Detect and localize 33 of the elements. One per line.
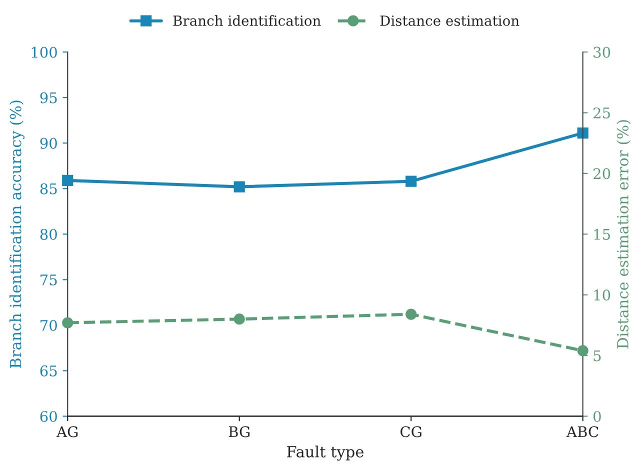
point bbox=[234, 314, 245, 325]
y2-tick-label: 5 bbox=[594, 350, 601, 362]
point bbox=[406, 176, 417, 187]
y-tick-label: 80 bbox=[40, 228, 57, 240]
y-axis-title: Branch identification accuracy (%) bbox=[10, 100, 25, 368]
y2-tick-label: 10 bbox=[594, 290, 610, 301]
y2-tick-label: 30 bbox=[594, 46, 610, 58]
y-tick-label: 95 bbox=[40, 92, 57, 104]
point bbox=[234, 181, 245, 192]
x-tick-label: BG bbox=[228, 426, 250, 438]
y2-tick-label: 25 bbox=[594, 107, 610, 118]
x-axis-title: Fault type bbox=[287, 446, 364, 461]
y-tick-label: 60 bbox=[40, 410, 57, 422]
y-tick-label: 75 bbox=[40, 274, 57, 286]
point bbox=[577, 345, 588, 356]
point bbox=[62, 174, 74, 186]
y-tick-label: 90 bbox=[40, 138, 57, 149]
y2-tick-label: 20 bbox=[594, 168, 610, 180]
y-tick-label: 65 bbox=[40, 365, 57, 376]
x-tick-label: CG bbox=[400, 426, 422, 438]
point bbox=[62, 317, 74, 328]
x-tick-label: ABC bbox=[566, 426, 598, 438]
y2-tick-label: 0 bbox=[594, 410, 601, 422]
y-tick-label: 100 bbox=[32, 46, 57, 58]
point bbox=[406, 308, 417, 320]
point bbox=[577, 128, 588, 139]
legend-label: Branch identification bbox=[173, 15, 321, 26]
y2-tick-label: 15 bbox=[594, 228, 610, 240]
y-tick-label: 70 bbox=[40, 320, 57, 331]
x-tick-label: AG bbox=[56, 426, 78, 438]
legend-label: Distance estimation bbox=[380, 15, 520, 26]
y2-axis-title: Distance estimation error (%) bbox=[616, 120, 631, 348]
y-tick-label: 85 bbox=[40, 183, 57, 194]
